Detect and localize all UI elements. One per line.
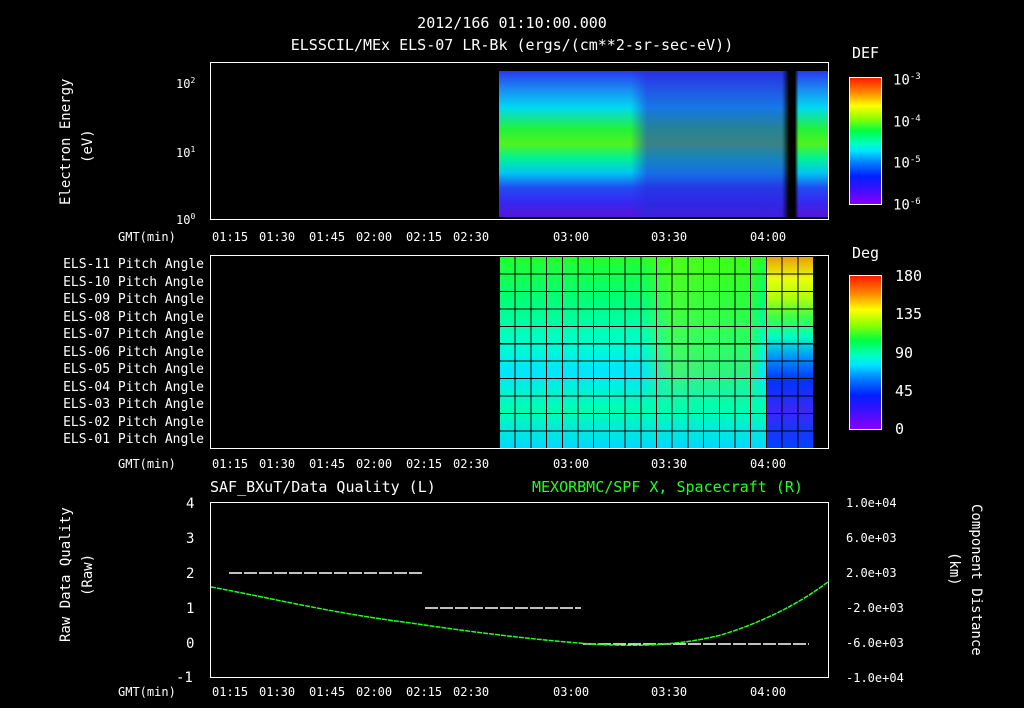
spectrogram-shading <box>499 71 828 217</box>
cbar-label-135: 135 <box>895 305 923 323</box>
plot-timestamp: 2012/166 01:10:00.000 <box>417 14 607 32</box>
energy-spectrogram-panel: Electron Energy (eV) 102 101 100 DEF 10-… <box>58 44 921 245</box>
pitch-angle-gridlines <box>499 256 814 448</box>
quality-ylabel-unit: (Raw) <box>80 553 96 596</box>
cbar-label-180: 180 <box>895 267 923 285</box>
distance-ylabel: Component Distance <box>968 504 984 656</box>
distance-ylabel-unit: (km) <box>946 552 962 586</box>
gmt-axis-label: GMT(min) <box>118 685 176 699</box>
cbar-label-0: 0 <box>895 420 905 438</box>
pitch-angle-panel: ELS-11 Pitch Angle ELS-10 Pitch Angle EL… <box>0 246 1024 472</box>
gmt-axis-label: GMT(min) <box>118 457 176 471</box>
deg-colorbar <box>849 275 882 430</box>
energy-ylabel-unit: (eV) <box>80 129 96 163</box>
data-quality-panel: SAF_BXuT/Data Quality (L) MEXORBMC/SPF X… <box>58 478 984 700</box>
right-series-title: MEXORBMC/SPF X, Spacecraft (R) <box>532 478 803 496</box>
def-colorbar-title: DEF <box>852 44 880 62</box>
cbar-label-1e-6: 10-6 <box>893 197 921 214</box>
quality-plot-area <box>210 502 830 678</box>
cbar-label-1e-3: 10-3 <box>893 72 921 89</box>
def-colorbar <box>849 77 882 205</box>
energy-ylabel: Electron Energy <box>58 78 74 205</box>
cbar-label-1e-5: 10-5 <box>893 155 921 172</box>
deg-colorbar-title: Deg <box>852 244 880 262</box>
cbar-label-90: 90 <box>895 344 914 362</box>
ytick-1: 100 <box>176 212 196 227</box>
quality-lines <box>211 572 830 647</box>
gmt-axis-label: GMT(min) <box>118 230 176 244</box>
spectrogram-plot-area <box>210 62 829 220</box>
ytick-10: 101 <box>176 145 196 160</box>
ytick-100: 102 <box>176 76 196 91</box>
cbar-label-1e-4: 10-4 <box>893 114 921 131</box>
quality-ylabel: Raw Data Quality <box>58 507 74 642</box>
left-series-title: SAF_BXuT/Data Quality (L) <box>210 478 436 496</box>
pitch-angle-plot-area <box>210 255 829 449</box>
cbar-label-45: 45 <box>895 382 914 400</box>
pitch-angle-row-labels: ELS-11 Pitch Angle ELS-10 Pitch Angle EL… <box>63 257 204 447</box>
plot-title: ELSSCIL/MEx ELS-07 LR-Bk (ergs/(cm**2-sr… <box>290 36 734 54</box>
